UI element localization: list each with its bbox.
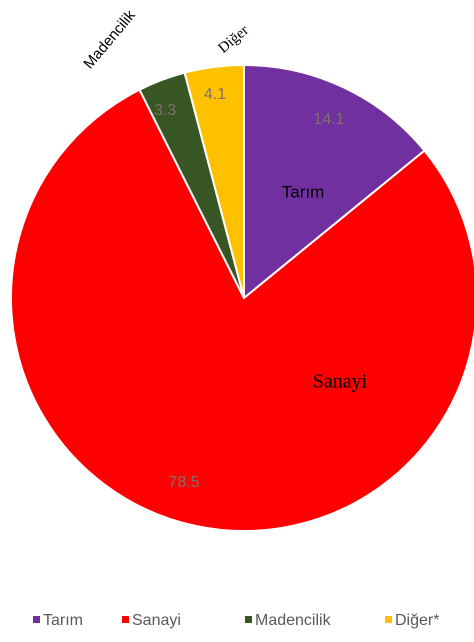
value-label: 3.3	[154, 102, 176, 119]
legend-label: Sanayi	[132, 612, 181, 629]
legend-swatch	[33, 616, 40, 623]
legend-label: Diğer*	[395, 612, 439, 629]
legend-swatch	[245, 616, 252, 623]
slice-label: Diğer	[215, 22, 251, 56]
legend-label: Tarım	[43, 612, 83, 629]
legend-label: Madencilik	[255, 612, 332, 629]
legend-swatch	[122, 616, 129, 623]
pie-slice	[10, 88, 474, 532]
legend-swatch	[385, 616, 392, 623]
slice-label: Sanayi	[313, 371, 368, 393]
value-label: 78.5	[168, 474, 199, 491]
value-label: 14.1	[313, 111, 344, 128]
value-label: 4.1	[204, 86, 226, 103]
pie-slice	[183, 63, 245, 299]
pie-slice	[243, 63, 426, 301]
slice-label: Tarım	[282, 182, 325, 201]
slice-label: Madencilik	[80, 7, 139, 73]
